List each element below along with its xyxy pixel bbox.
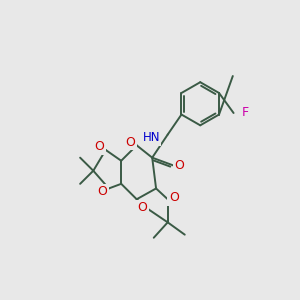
Text: O: O (137, 201, 147, 214)
Text: O: O (94, 140, 104, 153)
Text: O: O (169, 191, 179, 204)
Text: O: O (174, 159, 184, 172)
Text: O: O (98, 185, 107, 198)
Text: O: O (126, 136, 135, 149)
Text: HN: HN (142, 131, 160, 144)
Text: F: F (242, 106, 249, 119)
